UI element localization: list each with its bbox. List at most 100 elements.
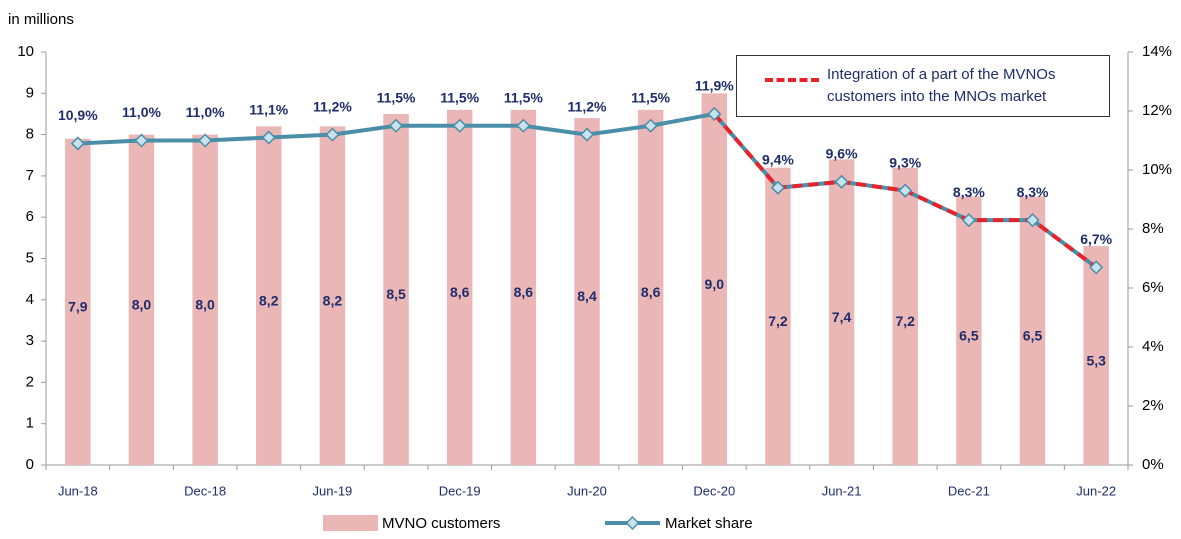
marker: [961, 213, 976, 228]
line-value-label: 11,0%: [186, 104, 225, 120]
y-tick-label: 9: [26, 84, 34, 101]
bar: [256, 126, 282, 465]
x-tick-label: Jun-21: [822, 483, 862, 498]
bar-value-label: 8,0: [195, 297, 215, 313]
marker: [325, 127, 340, 142]
y-tick-label: 3: [26, 332, 34, 349]
legend-label: Integration of a part of the MVNOs custo…: [827, 66, 1056, 105]
bar-value-label: 8,6: [450, 284, 470, 300]
marker: [770, 180, 786, 195]
y2-tick-label: 4%: [1142, 338, 1164, 355]
bar-value-label: 8,6: [641, 284, 661, 300]
line-value-label: 11,5%: [377, 89, 416, 105]
x-tick-label: Jun-22: [1076, 483, 1116, 498]
bar-value-label: 7,2: [768, 313, 788, 329]
line-value-label: 8,3%: [953, 184, 985, 200]
y-tick-label: 8: [26, 126, 34, 143]
marker: [898, 183, 913, 198]
bar-value-label: 9,0: [705, 276, 725, 292]
marker: [261, 130, 276, 145]
legend-label: Market share: [665, 515, 753, 532]
y-tick-label: 2: [26, 373, 34, 390]
line-value-label: 9,3%: [889, 154, 921, 170]
bar-value-label: 8,0: [132, 297, 152, 313]
marker: [579, 127, 595, 142]
line-value-label: 11,5%: [504, 89, 543, 105]
bar-value-label: 8,4: [577, 288, 597, 304]
bar-value-label: 8,5: [386, 286, 406, 302]
line-value-label: 10,9%: [58, 107, 98, 123]
marker: [388, 118, 404, 133]
bar: [128, 134, 155, 465]
bar: [383, 113, 409, 465]
y-tick-label: 7: [26, 167, 34, 184]
bar-value-label: 7,9: [68, 299, 88, 315]
y-tick-label: 1: [26, 415, 34, 432]
bar: [1083, 246, 1109, 465]
line-value-label: 11,0%: [122, 104, 161, 120]
bar: [192, 134, 218, 465]
y2-tick-label: 6%: [1142, 279, 1164, 296]
y2-tick-label: 14%: [1142, 43, 1172, 60]
marker: [70, 136, 85, 151]
x-tick-label: Dec-18: [184, 483, 226, 498]
bar: [701, 93, 728, 466]
bar-value-label: 7,4: [832, 309, 852, 325]
bar: [956, 196, 982, 466]
bar: [574, 118, 600, 465]
y2-tick-label: 12%: [1142, 102, 1172, 119]
bar: [510, 109, 537, 465]
bar: [765, 167, 791, 465]
bar: [1019, 196, 1046, 466]
bar-value-label: 8,2: [323, 292, 343, 308]
bar: [65, 138, 91, 466]
x-tick-label: Jun-19: [313, 483, 353, 498]
marker: [1025, 213, 1040, 228]
bar-value-label: 8,6: [514, 284, 534, 300]
x-tick-label: Jun-20: [567, 483, 607, 498]
x-tick-label: Dec-20: [693, 483, 735, 498]
legend-marker: [625, 515, 640, 531]
legend-swatch: [765, 78, 819, 82]
line-value-label: 8,3%: [1017, 184, 1049, 200]
marker: [643, 118, 658, 133]
line-value-label: 11,2%: [313, 98, 352, 114]
marker: [707, 106, 722, 122]
bar: [828, 159, 855, 465]
line-value-label: 6,7%: [1080, 231, 1112, 247]
y-axis-label: in millions: [8, 11, 74, 28]
bar: [892, 167, 918, 465]
y-tick-label: 10: [17, 43, 34, 60]
x-tick-label: Jun-18: [58, 483, 98, 498]
bar-value-label: 6,5: [959, 327, 979, 343]
line-value-label: 9,6%: [826, 146, 858, 162]
line-value-label: 11,5%: [440, 89, 479, 105]
line-value-label: 11,5%: [631, 89, 670, 105]
marker: [516, 118, 531, 133]
line-value-label: 11,9%: [695, 78, 734, 94]
bar-value-label: 5,3: [1086, 352, 1106, 368]
marker: [1089, 260, 1104, 275]
bar-value-label: 8,2: [259, 292, 279, 308]
marker: [452, 118, 467, 133]
y2-tick-label: 0%: [1142, 456, 1164, 473]
line-value-label: 9,4%: [762, 151, 794, 167]
y-tick-label: 0: [26, 456, 34, 473]
marker: [134, 133, 149, 148]
marker: [198, 133, 213, 148]
marker: [834, 174, 849, 189]
annotation-legend: Integration of a part of the MVNOs custo…: [736, 55, 1110, 117]
y2-tick-label: 8%: [1142, 220, 1164, 237]
bar-value-label: 6,5: [1023, 327, 1043, 343]
line-value-label: 11,1%: [249, 101, 288, 117]
bar: [319, 126, 346, 465]
bar: [637, 109, 664, 465]
x-tick-label: Dec-19: [439, 483, 481, 498]
bar-value-label: 7,2: [896, 313, 916, 329]
bar: [446, 109, 473, 465]
legend-label: MVNO customers: [382, 515, 500, 532]
y-tick-label: 6: [26, 208, 34, 225]
y-tick-label: 4: [26, 291, 34, 308]
